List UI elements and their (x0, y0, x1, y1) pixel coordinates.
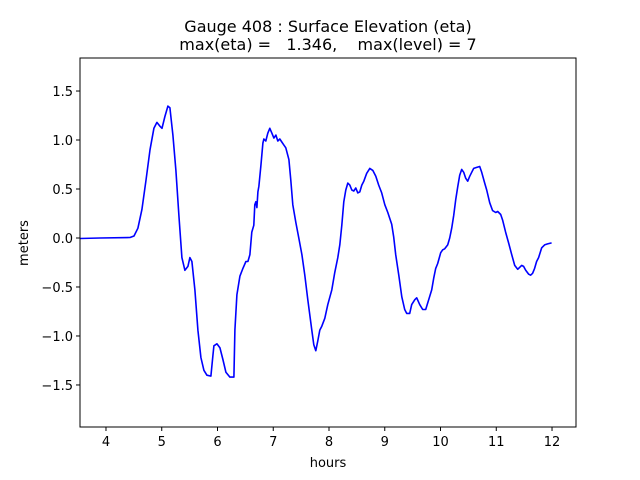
chart-subtitle: max(eta) = 1.346, max(level) = 7 (179, 35, 476, 54)
x-tick-label: 9 (381, 435, 389, 450)
x-tick-label: 8 (325, 435, 333, 450)
series-line-eta (80, 105, 552, 378)
x-tick-label: 6 (213, 435, 221, 450)
x-tick-label: 11 (488, 435, 505, 450)
x-axis-label: hours (310, 456, 347, 471)
y-tick-label: 1.5 (52, 85, 73, 100)
x-tick-label: 7 (269, 435, 277, 450)
x-tick-label: 10 (432, 435, 449, 450)
y-tick-label: −1.5 (41, 379, 73, 394)
y-tick-label: 0.0 (52, 232, 73, 247)
x-axis: 4 5 6 7 8 9 10 11 12 (102, 427, 560, 450)
y-tick-label: −0.5 (41, 281, 73, 296)
y-tick-label: −1.0 (41, 330, 73, 345)
x-tick-label: 12 (544, 435, 561, 450)
chart-title: Gauge 408 : Surface Elevation (eta) (184, 17, 471, 36)
y-axis-label: meters (17, 220, 32, 266)
axes-frame (79, 57, 577, 428)
x-tick-label: 5 (158, 435, 166, 450)
plot-area (79, 57, 577, 428)
y-tick-label: 1.0 (52, 134, 73, 149)
x-tick-label: 4 (102, 435, 110, 450)
y-tick-label: 0.5 (52, 183, 73, 198)
y-axis: −1.5 −1.0 −0.5 0.0 0.5 1.0 1.5 (41, 85, 80, 394)
